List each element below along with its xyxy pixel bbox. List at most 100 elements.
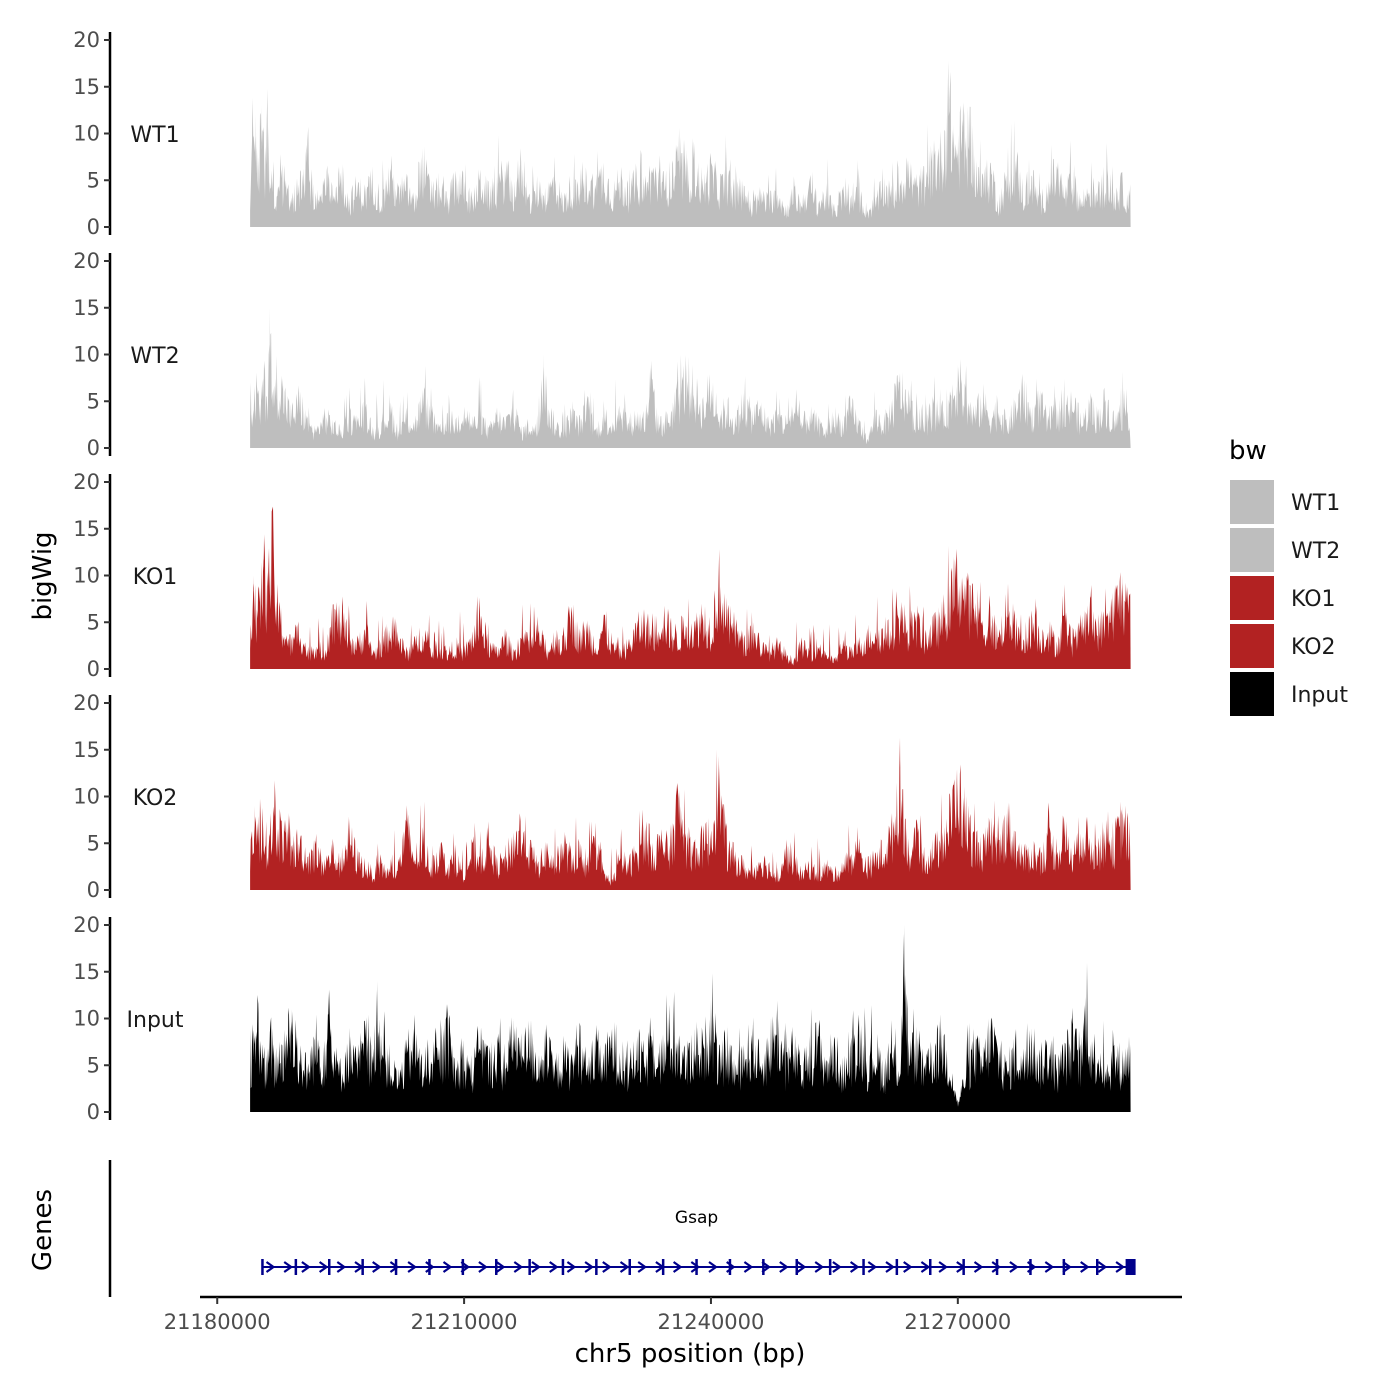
exon-block: [628, 1259, 631, 1275]
y-tick-label: 15: [73, 960, 100, 984]
legend-label-wt1: WT1: [1291, 491, 1340, 516]
y-tick-label: 20: [73, 691, 100, 715]
y-tick-label: 0: [87, 878, 100, 902]
y-axis-title: bigWig: [28, 531, 58, 620]
exon-block: [962, 1259, 965, 1275]
legend-label-ko2: KO2: [1291, 635, 1336, 660]
y-tick-label: 15: [73, 738, 100, 762]
y-tick-label: 20: [73, 28, 100, 52]
exon-block: [895, 1259, 899, 1275]
strand-arrow-icon: [1080, 1261, 1090, 1273]
exon-block: [1125, 1259, 1136, 1275]
coverage-area-input: [250, 925, 1131, 1112]
y-tick-label: 5: [87, 610, 100, 634]
y-tick-label: 10: [73, 343, 100, 367]
strand-arrow-icon: [938, 1261, 948, 1273]
exon-block: [1096, 1259, 1099, 1275]
strand-arrow-icon: [531, 1261, 541, 1273]
track-label-ko1: KO1: [133, 565, 178, 590]
strand-arrow-icon: [743, 1261, 754, 1273]
legend-swatch-ko2: [1230, 624, 1274, 668]
exon-block: [1062, 1259, 1066, 1275]
strand-arrow-icon: [690, 1261, 701, 1273]
exon-block: [1029, 1259, 1032, 1275]
exon-block: [328, 1259, 331, 1275]
strand-arrow-icon: [1097, 1261, 1108, 1273]
track-input: 0 5 10 15 20 Input: [73, 913, 1131, 1124]
exon-block: [294, 1259, 298, 1275]
x-axis-title: chr5 position (bp): [575, 1339, 806, 1369]
exon-block: [561, 1259, 565, 1275]
exon-block: [428, 1259, 431, 1275]
legend-label-wt2: WT2: [1291, 539, 1340, 564]
y-tick-label: 10: [73, 564, 100, 588]
strand-arrow-icon: [973, 1261, 984, 1273]
strand-arrow-icon: [1062, 1261, 1072, 1273]
x-axis: 21180000 21210000 21240000 21270000: [164, 1295, 1182, 1334]
bigwig-tracks: 0 5 10 15 20 WT1 0 5 10 15 20 WT2 0 5 10 15 20 KO1 0 5 10 15 2…: [73, 28, 1131, 1124]
track-wt1: 0 5 10 15 20 WT1: [73, 28, 1131, 239]
gene-name-label: Gsap: [675, 1208, 718, 1228]
strand-arrow-icon: [495, 1261, 506, 1273]
strand-arrow-icon: [1115, 1261, 1125, 1273]
exon-block: [528, 1259, 531, 1275]
exon-block: [995, 1259, 999, 1275]
legend-label-input: Input: [1291, 683, 1348, 708]
x-tick-label: 21240000: [658, 1310, 765, 1334]
genes-axis-title: Genes: [28, 1189, 58, 1271]
strand-arrow-icon: [301, 1261, 311, 1273]
strand-arrow-icon: [478, 1261, 488, 1273]
exon-block: [828, 1259, 832, 1275]
y-tick-label: 0: [87, 436, 100, 460]
exon-block: [361, 1259, 364, 1275]
strand-arrow-icon: [566, 1261, 577, 1273]
coverage-area-wt2: [250, 307, 1131, 448]
coverage-area-ko1: [250, 506, 1131, 669]
strand-arrow-icon: [920, 1261, 931, 1273]
exon-block: [394, 1259, 398, 1275]
exon-block: [595, 1259, 598, 1275]
y-tick-label: 5: [87, 1053, 100, 1077]
strand-arrow-icon: [407, 1261, 417, 1273]
y-tick-label: 0: [87, 215, 100, 239]
strand-arrow-icon: [1044, 1261, 1055, 1273]
strand-arrow-icon: [619, 1261, 630, 1273]
legend-swatch-wt1: [1230, 480, 1274, 524]
strand-arrow-icon: [672, 1261, 683, 1273]
strand-arrow-icon: [513, 1261, 524, 1273]
strand-arrow-icon: [549, 1261, 559, 1273]
exon-block: [929, 1259, 932, 1275]
strand-arrow-icon: [442, 1261, 453, 1273]
y-tick-label: 15: [73, 296, 100, 320]
strand-arrow-icon: [318, 1261, 329, 1273]
y-tick-label: 20: [73, 249, 100, 273]
track-label-input: Input: [127, 1008, 184, 1033]
strand-arrow-icon: [832, 1261, 842, 1273]
track-ko2: 0 5 10 15 20 KO2: [73, 691, 1131, 902]
strand-arrow-icon: [602, 1261, 612, 1273]
y-tick-label: 10: [73, 785, 100, 809]
legend: bw WT1 WT2 KO1 KO2 Input: [1229, 436, 1348, 716]
exon-block: [795, 1259, 798, 1275]
strand-arrow-icon: [814, 1261, 825, 1273]
exon-block: [261, 1259, 264, 1275]
legend-swatch-wt2: [1230, 528, 1274, 572]
track-label-wt1: WT1: [130, 123, 179, 148]
track-wt2: 0 5 10 15 20 WT2: [73, 249, 1131, 460]
strand-arrow-icon: [336, 1261, 347, 1273]
coverage-area-wt1: [250, 61, 1131, 227]
x-tick-label: 21210000: [411, 1310, 518, 1334]
y-tick-label: 5: [87, 831, 100, 855]
y-tick-label: 0: [87, 1100, 100, 1124]
y-tick-label: 15: [73, 75, 100, 99]
y-tick-label: 20: [73, 913, 100, 937]
strand-arrow-icon: [1009, 1261, 1019, 1273]
strand-arrow-icon: [849, 1261, 860, 1273]
strand-arrow-icon: [372, 1261, 382, 1273]
x-tick-label: 21180000: [164, 1310, 271, 1334]
track-ko1: 0 5 10 15 20 KO1: [73, 470, 1131, 681]
y-tick-label: 10: [73, 122, 100, 146]
y-tick-label: 10: [73, 1007, 100, 1031]
strand-arrow-icon: [637, 1261, 648, 1273]
